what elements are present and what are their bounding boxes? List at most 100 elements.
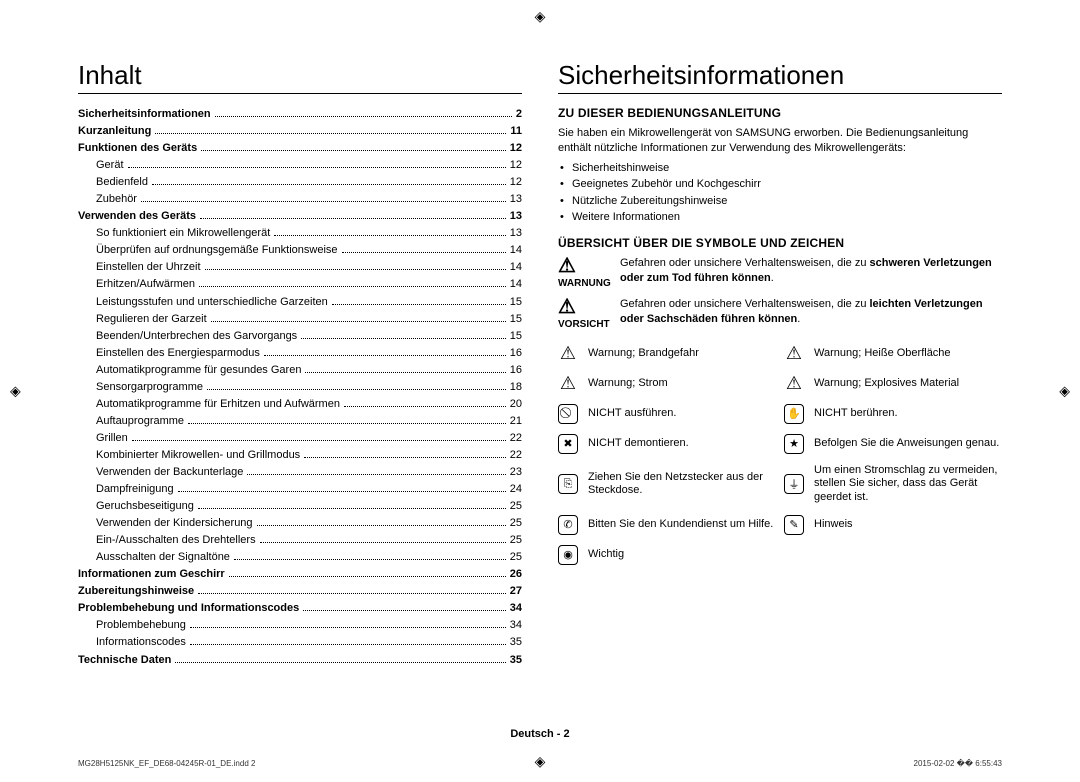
- toc-entry-label: Informationscodes: [96, 634, 188, 651]
- toc-entry-label: Automatikprogramme für Erhitzen und Aufw…: [96, 396, 342, 413]
- toc-entry-page: 27: [508, 583, 522, 600]
- print-timestamp: 2015-02-02 �� 6:55:43: [914, 759, 1002, 768]
- toc-dot-leader: [257, 525, 506, 526]
- toc-entry: Einstellen des Energiesparmodus16: [78, 345, 522, 362]
- toc-entry-page: 12: [508, 157, 522, 174]
- safety-heading: Sicherheitsinformationen: [558, 60, 1002, 94]
- toc-entry-page: 13: [508, 208, 522, 225]
- toc-entry-label: Sicherheitsinformationen: [78, 106, 213, 123]
- toc-dot-leader: [199, 286, 506, 287]
- intro-paragraph: Sie haben ein Mikrowellengerät von SAMSU…: [558, 126, 1002, 156]
- symbol-icon: ◉: [558, 545, 578, 565]
- symbol-icon: ✖: [558, 434, 578, 454]
- toc-entry: Gerät12: [78, 157, 522, 174]
- toc-entry: Verwenden der Backunterlage23: [78, 464, 522, 481]
- vorsicht-icon: ⚠ VORSICHT: [558, 297, 612, 330]
- toc-dot-leader: [301, 338, 506, 339]
- toc-entry-label: Verwenden der Kindersicherung: [96, 515, 255, 532]
- toc-entry: Geruchsbeseitigung25: [78, 498, 522, 515]
- toc-dot-leader: [200, 218, 506, 219]
- toc-dot-leader: [304, 457, 506, 458]
- symbol-label: Wichtig: [588, 548, 776, 562]
- symbol-icon: ⚠: [558, 374, 578, 394]
- toc-dot-leader: [141, 201, 506, 202]
- toc-entry-label: Überprüfen auf ordnungsgemäße Funktionsw…: [96, 242, 340, 259]
- toc-entry-page: 12: [508, 140, 522, 157]
- toc-dot-leader: [178, 491, 506, 492]
- toc-dot-leader: [332, 304, 506, 305]
- toc-dot-leader: [229, 576, 506, 577]
- toc-dot-leader: [207, 389, 506, 390]
- toc-entry-page: 25: [508, 532, 522, 549]
- toc-entry-label: Problembehebung: [96, 617, 188, 634]
- symbol-label: NICHT berühren.: [814, 407, 1002, 421]
- toc-dot-leader: [234, 559, 506, 560]
- toc-dot-leader: [344, 406, 506, 407]
- intro-bullet-item: Sicherheitshinweise: [572, 160, 1002, 177]
- toc-entry-label: Problembehebung und Informationscodes: [78, 600, 301, 617]
- symbol-icon: ✋: [784, 404, 804, 424]
- toc-entry-label: Leistungsstufen und unterschiedliche Gar…: [96, 294, 330, 311]
- toc-dot-leader: [305, 372, 505, 373]
- registration-mark-icon: ◈: [10, 383, 21, 400]
- symbol-icon: ✎: [784, 515, 804, 535]
- toc-entry: Funktionen des Geräts 12: [78, 140, 522, 157]
- toc-dot-leader: [303, 610, 506, 611]
- toc-entry: Leistungsstufen und unterschiedliche Gar…: [78, 294, 522, 311]
- registration-mark-icon: ◈: [1059, 383, 1070, 400]
- warning-triangle-icon: ⚠: [558, 256, 612, 276]
- toc-dot-leader: [211, 321, 506, 322]
- warnung-row: ⚠ WARNUNG Gefahren oder unsichere Verhal…: [558, 256, 1002, 289]
- toc-entry-page: 20: [508, 396, 522, 413]
- toc-entry-page: 24: [508, 481, 522, 498]
- footer-language: Deutsch: [510, 728, 553, 740]
- symbol-label: Befolgen Sie die Anweisungen genau.: [814, 437, 1002, 451]
- print-metadata: MG28H5125NK_EF_DE68-04245R-01_DE.indd 2 …: [78, 759, 1002, 768]
- symbol-label: Warnung; Strom: [588, 377, 776, 391]
- toc-entry: Zubereitungshinweise27: [78, 583, 522, 600]
- toc-entry-page: 22: [508, 430, 522, 447]
- toc-entry-page: 15: [508, 311, 522, 328]
- intro-bullet-item: Geeignetes Zubehör und Kochgeschirr: [572, 176, 1002, 193]
- toc-entry: Informationen zum Geschirr 26: [78, 566, 522, 583]
- toc-dot-leader: [247, 474, 505, 475]
- toc-entry: Auftauprogramme21: [78, 413, 522, 430]
- toc-dot-leader: [198, 593, 506, 594]
- vorsicht-text-post: .: [797, 313, 800, 325]
- toc-entry-label: Funktionen des Geräts: [78, 140, 199, 157]
- toc-heading: Inhalt: [78, 60, 522, 94]
- symbol-label: Warnung; Explosives Material: [814, 377, 1002, 391]
- symbol-label: Warnung; Brandgefahr: [588, 347, 776, 361]
- toc-list: Sicherheitsinformationen2Kurzanleitung11…: [78, 106, 522, 669]
- toc-dot-leader: [201, 150, 506, 151]
- toc-entry-label: Technische Daten: [78, 652, 173, 669]
- symbol-icon: ⚠: [784, 374, 804, 394]
- symbol-grid: ⚠Warnung; Brandgefahr⚠Warnung; Heiße Obe…: [558, 344, 1002, 565]
- section-about-manual: ZU DIESER BEDIENUNGSANLEITUNG: [558, 106, 1002, 120]
- toc-entry-label: Einstellen der Uhrzeit: [96, 259, 203, 276]
- toc-entry-page: 2: [514, 106, 522, 123]
- toc-entry-page: 23: [508, 464, 522, 481]
- toc-entry: Problembehebung und Informationscodes34: [78, 600, 522, 617]
- registration-mark-icon: ◈: [535, 8, 546, 25]
- toc-entry-page: 13: [508, 225, 522, 242]
- footer-page-number: 2: [564, 728, 570, 740]
- toc-entry-label: Informationen zum Geschirr: [78, 566, 227, 583]
- toc-dot-leader: [155, 133, 506, 134]
- symbol-label: NICHT demontieren.: [588, 437, 776, 451]
- vorsicht-text-pre: Gefahren oder unsichere Verhaltensweisen…: [620, 298, 870, 310]
- toc-entry-page: 13: [508, 191, 522, 208]
- toc-entry-label: Beenden/Unterbrechen des Garvorgangs: [96, 328, 299, 345]
- toc-entry: Dampfreinigung 24: [78, 481, 522, 498]
- toc-entry-label: Bedienfeld: [96, 174, 150, 191]
- toc-entry-label: So funktioniert ein Mikrowellengerät: [96, 225, 272, 242]
- toc-entry-label: Dampfreinigung: [96, 481, 176, 498]
- toc-entry-page: 11: [508, 123, 522, 140]
- symbol-label: Hinweis: [814, 518, 1002, 532]
- toc-dot-leader: [190, 644, 506, 645]
- toc-entry-label: Kombinierter Mikrowellen- und Grillmodus: [96, 447, 302, 464]
- toc-entry: Beenden/Unterbrechen des Garvorgangs 15: [78, 328, 522, 345]
- toc-entry-page: 26: [508, 566, 522, 583]
- toc-entry-page: 15: [508, 328, 522, 345]
- toc-entry-page: 25: [508, 515, 522, 532]
